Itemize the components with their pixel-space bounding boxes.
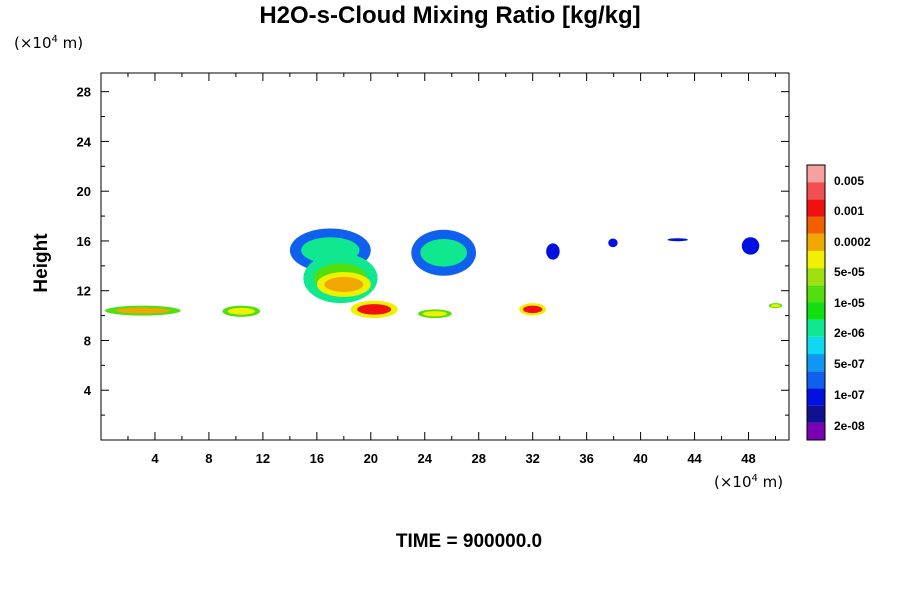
- cloud-core: [422, 311, 448, 317]
- cloud-core: [670, 238, 685, 241]
- colorbar-label: 5e-05: [834, 265, 865, 279]
- x-tick-label: 8: [205, 451, 212, 466]
- y-axis-unit-label: (×104 m): [14, 34, 84, 52]
- cloud-core: [115, 307, 171, 314]
- colorbar-swatch: [807, 182, 825, 200]
- colorbar-swatch: [807, 319, 825, 337]
- colorbar-frame: [806, 164, 826, 441]
- colorbar-label: 2e-08: [834, 419, 865, 433]
- cloud-core: [548, 246, 558, 257]
- colorbar-swatch: [807, 336, 825, 355]
- cloud-core: [744, 240, 757, 252]
- colorbar-label: 1e-07: [834, 388, 865, 402]
- cloud-core: [324, 277, 364, 292]
- cloud-core: [609, 240, 617, 246]
- colorbar-label: 2e-06: [834, 326, 865, 340]
- colorbar-swatch: [807, 216, 825, 234]
- x-tick-label: 12: [256, 451, 270, 466]
- time-footer: TIME = 900000.0: [395, 531, 543, 552]
- colorbar-label: 0.001: [834, 204, 864, 218]
- x-tick-label: 24: [418, 451, 433, 466]
- colorbar-swatch: [807, 302, 825, 320]
- colorbar-swatch: [807, 165, 825, 183]
- y-tick-label: 4: [84, 383, 92, 398]
- colorbar-label: 1e-05: [834, 296, 865, 310]
- cloud-core: [770, 304, 781, 308]
- colorbar-swatch: [807, 250, 825, 269]
- colorbar-swatch: [807, 388, 825, 406]
- colorbar-label: 5e-07: [834, 357, 865, 371]
- plot-frame: [100, 72, 790, 441]
- x-tick-label: 32: [525, 451, 539, 466]
- colorbar-swatch: [807, 268, 825, 286]
- chart-title: H2O-s-Cloud Mixing Ratio [kg/kg]: [259, 2, 641, 29]
- colorbar-label: 0.0002: [834, 235, 871, 249]
- colorbar-swatch: [807, 199, 825, 217]
- cloud-core: [522, 305, 543, 314]
- colorbar-swatch: [807, 371, 825, 389]
- x-tick-label: 40: [633, 451, 647, 466]
- colorbar-label: 0.005: [834, 174, 864, 188]
- y-tick-label: 20: [77, 184, 91, 199]
- x-tick-label: 20: [364, 451, 378, 466]
- colorbar-swatch: [807, 422, 825, 440]
- y-tick-label: 28: [77, 85, 91, 100]
- x-tick-label: 44: [687, 451, 702, 466]
- colorbar-swatch: [807, 233, 825, 251]
- x-axis-unit-label: (×104 m): [714, 473, 784, 491]
- colorbar-swatch: [807, 285, 825, 303]
- cloud-core: [420, 238, 467, 267]
- colorbar-swatch: [807, 354, 825, 372]
- y-tick-label: 24: [77, 134, 92, 149]
- y-tick-label: 8: [84, 333, 91, 348]
- colorbar-swatch: [807, 405, 825, 423]
- x-tick-label: 28: [471, 451, 485, 466]
- y-tick-label: 12: [77, 284, 91, 299]
- x-tick-label: 4: [151, 451, 159, 466]
- x-tick-label: 36: [579, 451, 593, 466]
- cloud-core: [357, 304, 392, 315]
- cloud-core: [227, 307, 255, 315]
- x-tick-label: 16: [310, 451, 324, 466]
- x-tick-label: 48: [741, 451, 755, 466]
- y-tick-label: 16: [77, 234, 91, 249]
